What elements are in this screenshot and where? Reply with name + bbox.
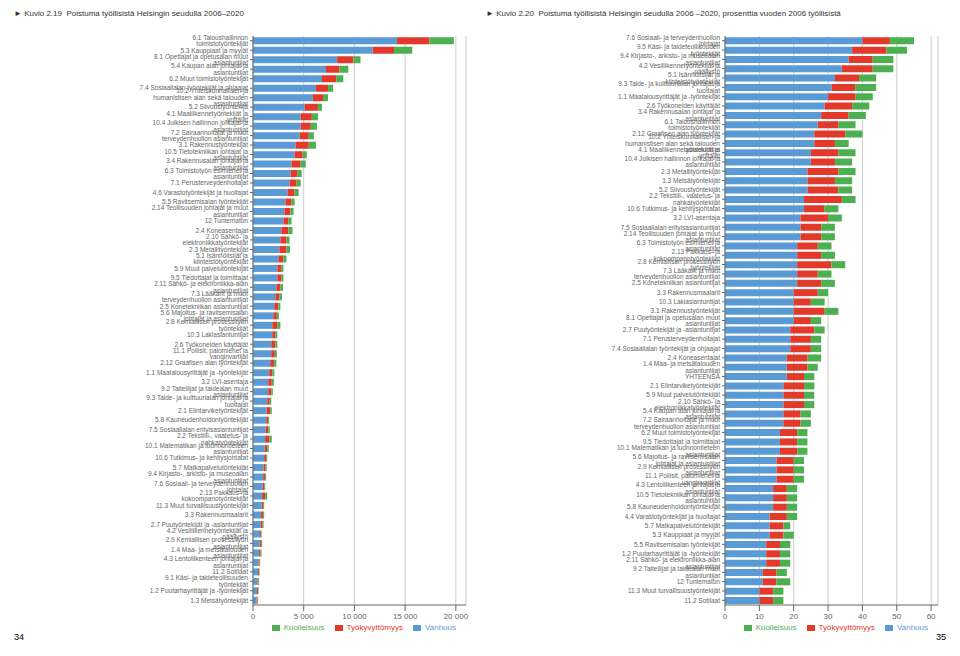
svg-text:7.4 Sosiaalialan työntekijät j: 7.4 Sosiaalialan työntekijät ja ohjaajat (612, 345, 721, 353)
svg-text:7.1 Perusterveydenhoitajat: 7.1 Perusterveydenhoitajat (171, 179, 249, 187)
svg-text:0: 0 (723, 612, 728, 621)
svg-text:10.2 Yhteiskunnallisen jahuman: 10.2 Yhteiskunnallisen jahumanistisen al… (625, 133, 720, 154)
svg-text:YHTEENSÄ: YHTEENSÄ (685, 373, 721, 380)
svg-text:10 000: 10 000 (342, 612, 367, 621)
svg-text:7.1 Perusterveydenhoitajat: 7.1 Perusterveydenhoitajat (643, 335, 721, 343)
svg-text:10: 10 (755, 612, 764, 621)
svg-text:40: 40 (858, 612, 867, 621)
svg-text:4.4 Varastotyöntekijät ja huol: 4.4 Varastotyöntekijät ja huoltajat (625, 513, 720, 521)
svg-text:5.8 Kauneudenhoidontyöntekijät: 5.8 Kauneudenhoidontyöntekijät (155, 416, 248, 424)
svg-text:2.1 Elintarviketyöntekijät: 2.1 Elintarviketyöntekijät (650, 382, 720, 390)
svg-text:12 Tuntematon: 12 Tuntematon (205, 217, 249, 224)
svg-text:5.5 Ravitsemisalan työntekijät: 5.5 Ravitsemisalan työntekijät (634, 541, 720, 549)
svg-text:2.1 Elintarviketyöntekijät: 2.1 Elintarviketyöntekijät (178, 407, 248, 415)
svg-text:4.6 Varastotyöntekijät ja huol: 4.6 Varastotyöntekijät ja huoltajat (153, 189, 248, 197)
svg-text:3.2 LVI-asentaja: 3.2 LVI-asentaja (673, 214, 720, 222)
svg-text:6.2 Muut toimistotyöntekijät: 6.2 Muut toimistotyöntekijät (169, 75, 248, 83)
svg-text:11.3 Muut turvallisuustyönteki: 11.3 Muut turvallisuustyöntekijät (628, 587, 720, 595)
svg-text:10.3 Lakiasiantuntijat: 10.3 Lakiasiantuntijat (187, 331, 248, 339)
svg-text:2.5 Konetekniikan asiantuntija: 2.5 Konetekniikan asiantuntijat (632, 279, 720, 287)
svg-text:1.3 Metsätyöntekijät: 1.3 Metsätyöntekijät (190, 597, 248, 605)
svg-text:3.3 Rakennusmaalarit: 3.3 Rakennusmaalarit (185, 511, 248, 518)
svg-text:60: 60 (927, 612, 936, 621)
svg-text:5.8 Kauneudenhoidontyöntekijät: 5.8 Kauneudenhoidontyöntekijät (627, 503, 720, 511)
svg-text:20 000: 20 000 (444, 612, 469, 621)
svg-text:5.7 Matkapalvelutöntekijät: 5.7 Matkapalvelutöntekijät (645, 522, 720, 530)
svg-text:30: 30 (824, 612, 833, 621)
svg-text:0: 0 (251, 612, 256, 621)
svg-text:11.2 Sotilaat: 11.2 Sotilaat (684, 597, 720, 604)
svg-text:1.2 Puutarhayrittäjät ja -työn: 1.2 Puutarhayrittäjät ja -työntekijät (150, 587, 248, 595)
svg-text:5.3 Kauppiaat ja myyjät: 5.3 Kauppiaat ja myyjät (652, 531, 720, 539)
svg-text:10.6 Tutkimus- ja kehitysjohta: 10.6 Tutkimus- ja kehitysjohtatat (627, 205, 720, 213)
svg-text:2.3 Metallityöntekijät: 2.3 Metallityöntekijät (661, 168, 720, 176)
svg-text:2.12 Graafisen alan työntekijä: 2.12 Graafisen alan työntekijät (160, 359, 248, 367)
svg-text:15 000: 15 000 (393, 612, 418, 621)
svg-text:2.7 Puutyöntekijät ja -asiantu: 2.7 Puutyöntekijät ja -asiantuntijat (623, 326, 720, 334)
svg-text:6.2 Muut toimistotyöntekijät: 6.2 Muut toimistotyöntekijät (641, 429, 720, 437)
svg-text:10.6 Tutkimus- ja kehitysjohta: 10.6 Tutkimus- ja kehitysjohtatat (155, 454, 248, 462)
svg-text:5.9 Muut palvelutöntekijät: 5.9 Muut palvelutöntekijät (174, 265, 248, 273)
svg-text:1.3 Metsätyöntekijät: 1.3 Metsätyöntekijät (662, 177, 720, 185)
svg-text:50: 50 (892, 612, 901, 621)
svg-text:11.3 Muut turvallisuustyönteki: 11.3 Muut turvallisuustyöntekijät (156, 502, 248, 510)
svg-text:1.1 Maatalousyrittäjät ja -työ: 1.1 Maatalousyrittäjät ja -työntekijät (618, 93, 720, 101)
svg-text:20: 20 (789, 612, 798, 621)
svg-text:5 000: 5 000 (294, 612, 315, 621)
svg-text:12 Tuntematon: 12 Tuntematon (677, 578, 721, 585)
svg-text:1.1 Maatalousyrittäjät ja -työ: 1.1 Maatalousyrittäjät ja -työntekijät (146, 369, 248, 377)
svg-text:10.3 Lakiasiantuntijat: 10.3 Lakiasiantuntijat (659, 298, 720, 306)
svg-text:3.3 Rakennusmaalarit: 3.3 Rakennusmaalarit (657, 289, 720, 296)
